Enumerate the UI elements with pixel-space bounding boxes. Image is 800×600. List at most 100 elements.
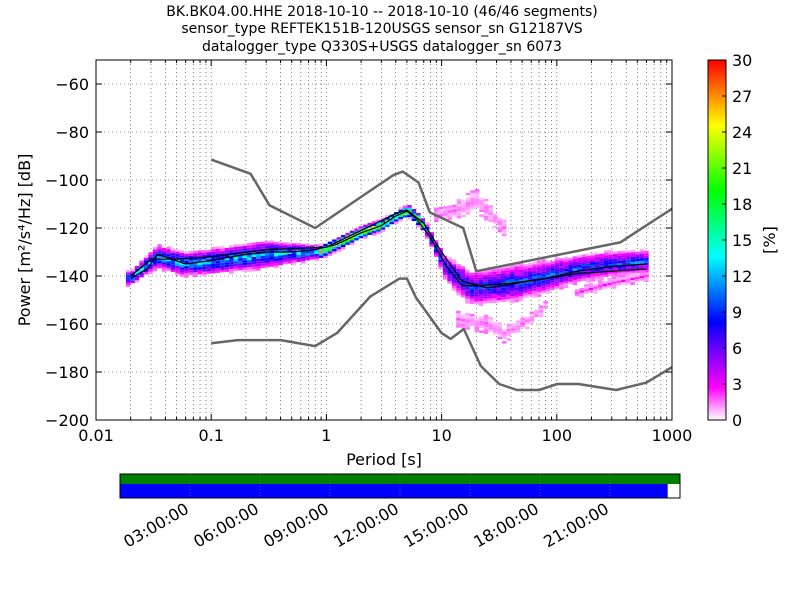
heatmap-cell [545, 274, 551, 278]
heatmap-cell [529, 316, 535, 319]
heatmap-cell [518, 269, 524, 273]
heatmap-cell [639, 278, 645, 281]
heatmap-cell [635, 266, 640, 269]
heatmap-cell [563, 256, 569, 260]
heatmap-cell [447, 210, 453, 213]
y-tick-label: −180 [45, 363, 89, 382]
heatmap-cell [635, 254, 640, 257]
heatmap-cell [278, 253, 283, 256]
heatmap-cell [474, 319, 480, 323]
heatmap-cell [166, 258, 171, 262]
heatmap-cell [518, 291, 524, 294]
heatmap-cell [644, 272, 649, 275]
heatmap-cell [318, 255, 324, 258]
heatmap-cell [541, 268, 546, 272]
heatmap-cell [456, 271, 461, 274]
heatmap-cell [278, 241, 283, 244]
heatmap-cell [260, 243, 266, 247]
heatmap-cell [211, 254, 216, 257]
heatmap-cell [224, 267, 230, 270]
heatmap-cell [291, 255, 297, 258]
heatmap-cell [451, 285, 457, 289]
heatmap-cell [536, 265, 542, 268]
heatmap-cell [478, 279, 484, 283]
heatmap-cell [278, 262, 283, 266]
heatmap-cell [242, 257, 248, 261]
heatmap-cell [238, 256, 243, 259]
heatmap-cell [461, 200, 466, 203]
heatmap-cell [251, 264, 257, 267]
heatmap-cell [479, 323, 484, 326]
heatmap-cell [465, 272, 470, 275]
heatmap-cell [265, 260, 270, 263]
time-tick-label: 21:00:00 [540, 499, 612, 551]
heatmap-cell [586, 280, 591, 283]
heatmap-cell [460, 316, 466, 320]
heatmap-cell [175, 256, 180, 259]
heatmap-cell [483, 203, 489, 207]
heatmap-cell [220, 248, 225, 251]
heatmap-cell [456, 285, 461, 289]
heatmap-cell [509, 264, 515, 268]
heatmap-cell [148, 257, 153, 260]
heatmap-cell [608, 273, 613, 277]
y-tick-label: −120 [45, 219, 89, 238]
heatmap-cell [143, 255, 149, 258]
heatmap-cell [233, 244, 239, 247]
heatmap-cell [130, 280, 135, 284]
heatmap-cell [256, 268, 261, 271]
heatmap-cell [492, 290, 497, 294]
heatmap-cell [612, 266, 618, 269]
data-coverage-bar: 03:00:0006:00:0009:00:0012:00:0015:00:00… [119, 473, 681, 551]
heatmap-cell [536, 289, 542, 292]
heatmap-cell [607, 282, 612, 286]
heatmap-cell [617, 263, 622, 266]
heatmap-cell [224, 264, 230, 268]
heatmap-cell [152, 254, 158, 257]
heatmap-cell [630, 249, 636, 253]
heatmap-cell [380, 222, 386, 225]
heatmap-cell [380, 220, 386, 223]
heatmap-cell [139, 272, 144, 276]
heatmap-cell [305, 255, 310, 258]
heatmap-cell [527, 291, 533, 295]
heatmap-cell [469, 289, 475, 293]
heatmap-cell [626, 271, 631, 275]
heatmap-cell [617, 253, 622, 256]
heatmap-cell [166, 253, 171, 257]
heatmap-cell [483, 281, 488, 285]
heatmap-cell [509, 298, 515, 301]
heatmap-cell [327, 241, 333, 245]
heatmap-cell [525, 319, 530, 322]
heatmap-cell [488, 212, 493, 215]
heatmap-cell [367, 230, 372, 233]
heatmap-cell [563, 266, 569, 269]
heatmap-cell [251, 259, 257, 262]
heatmap-cell [630, 254, 636, 257]
heatmap-cell [488, 321, 493, 325]
heatmap-cell [247, 264, 252, 268]
heatmap-cell [492, 225, 498, 229]
heatmap-cell [639, 265, 645, 269]
heatmap-cell [376, 219, 381, 223]
heatmap-cell [349, 237, 355, 241]
heatmap-cell [554, 262, 560, 265]
heatmap-cell [451, 266, 457, 270]
heatmap-cell [497, 329, 502, 332]
heatmap-cell [202, 254, 207, 258]
heatmap-cell [617, 258, 622, 261]
heatmap-cell [442, 272, 448, 275]
heatmap-cell [492, 283, 497, 287]
heatmap-cell [398, 209, 403, 212]
heatmap-cell [581, 259, 587, 262]
heatmap-cell [456, 278, 461, 281]
heatmap-cell [607, 280, 612, 283]
heatmap-cell [611, 281, 617, 284]
colorbar: 0 3 6 9 12 15 18 21 24 27 30 [%] [707, 51, 779, 430]
heatmap-cell [518, 298, 524, 302]
heatmap-cell [534, 309, 539, 313]
heatmap-cell [166, 249, 171, 252]
heatmap-cell [568, 264, 573, 268]
heatmap-cell [233, 261, 239, 264]
heatmap-cell [229, 266, 234, 269]
